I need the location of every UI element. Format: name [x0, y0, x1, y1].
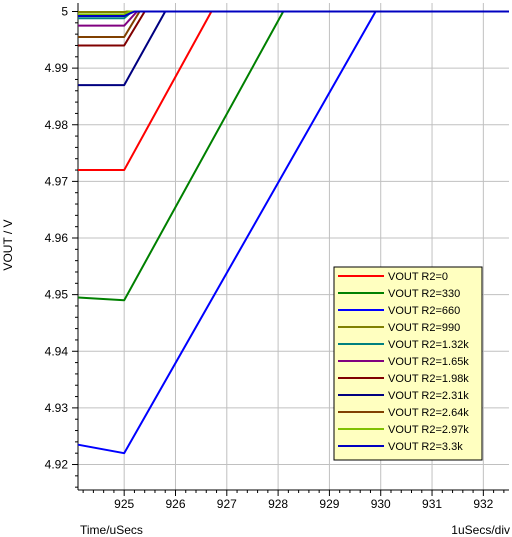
x-tick-label-7: 932 — [473, 497, 493, 511]
legend-box — [333, 266, 483, 461]
y-tick-label-7: 4.99 — [45, 61, 69, 75]
y-tick-label-5: 4.97 — [45, 174, 69, 188]
y-tick-label-3: 4.95 — [45, 288, 69, 302]
legend: VOUT R2=0 VOUT R2=330 VOUT R2=660 VOUT R2=9… — [333, 266, 483, 461]
x-tick-label-2: 927 — [217, 497, 237, 511]
legend-entry-0: VOUT R2=0 — [388, 271, 448, 283]
x-tick-label-4: 929 — [319, 497, 339, 511]
legend-entry-2: VOUT R2=660 — [388, 305, 460, 317]
x-tick-label-5: 930 — [371, 497, 391, 511]
x-scale-note: 1uSecs/div — [451, 523, 510, 537]
legend-entry-8: VOUT R2=2.64k — [388, 407, 469, 419]
y-axis-label: VOUT / V — [1, 219, 15, 270]
x-axis-label: Time/uSecs — [80, 523, 143, 537]
legend-entry-5: VOUT R2=1.65k — [388, 356, 469, 368]
series-group — [77, 10, 509, 455]
legend-entry-7: VOUT R2=2.31k — [388, 390, 469, 402]
x-tick-label-1: 926 — [165, 497, 185, 511]
series-line-10 — [78, 10, 509, 18]
legend-entry-9: VOUT R2=2.97k — [388, 424, 469, 436]
legend-entry-10: VOUT R2=3.3k — [388, 441, 463, 453]
x-tick-label-6: 931 — [422, 497, 442, 511]
y-tick-label-2: 4.94 — [45, 344, 69, 358]
x-tick-label-0: 925 — [114, 497, 134, 511]
y-tick-label-1: 4.93 — [45, 401, 69, 415]
y-tick-label-8: 5 — [61, 4, 68, 18]
tick-labels: 925 926 927 928 929 930 931 932 4.92 4.93 4.94 4.95… — [45, 4, 494, 511]
y-tick-label-4: 4.96 — [45, 231, 69, 245]
legend-entry-1: VOUT R2=330 — [388, 288, 460, 300]
legend-entry-6: VOUT R2=1.98k — [388, 373, 469, 385]
legend-entry-3: VOUT R2=990 — [388, 322, 460, 334]
y-tick-label-6: 4.98 — [45, 118, 69, 132]
legend-entry-4: VOUT R2=1.32k — [388, 339, 469, 351]
x-tick-label-3: 928 — [268, 497, 288, 511]
y-tick-label-0: 4.92 — [45, 458, 69, 472]
